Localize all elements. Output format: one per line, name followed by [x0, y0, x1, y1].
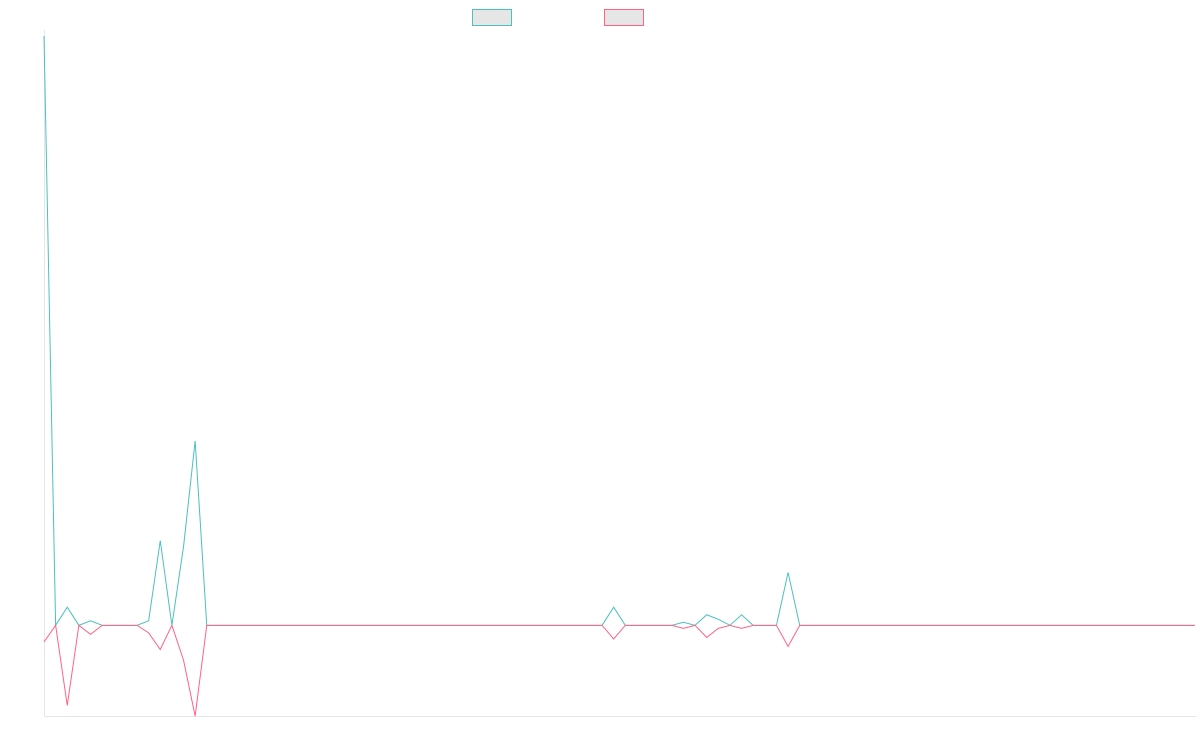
series-2: [43, 624, 1195, 717]
series-1-line: [43, 35, 1195, 627]
legend[interactable]: [472, 9, 644, 26]
axes: [44, 30, 1196, 717]
series-1: [43, 35, 1195, 627]
legend-swatch-series-2[interactable]: [604, 9, 644, 26]
series-layer: [43, 35, 1195, 717]
legend-swatch-series-1[interactable]: [472, 9, 512, 26]
series-2-line: [43, 624, 1195, 717]
